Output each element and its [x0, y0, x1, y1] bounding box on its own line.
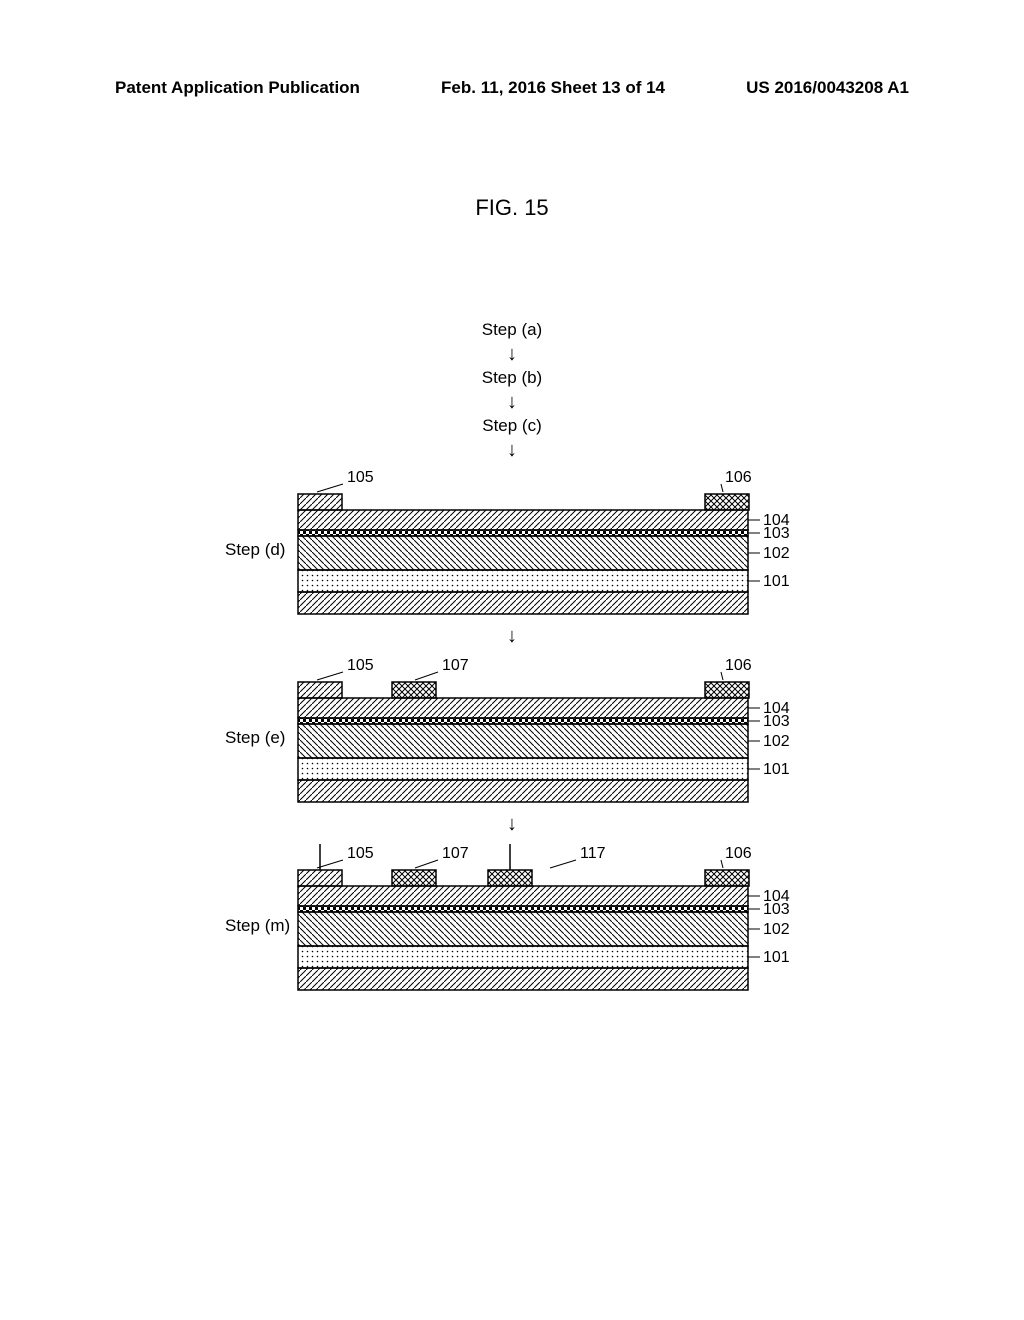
step-label: Step (e)	[225, 728, 285, 748]
stack-step: Step (m) 105107117106104103102101	[0, 844, 1024, 1020]
svg-text:103: 103	[763, 901, 790, 918]
step-text: Step (b)	[0, 368, 1024, 388]
layer-stack-diagram: 105106104103102101	[0, 468, 1024, 644]
figure-title: FIG. 15	[0, 195, 1024, 221]
svg-text:107: 107	[442, 845, 469, 862]
svg-text:105: 105	[347, 845, 374, 862]
step-text: Step (a)	[0, 320, 1024, 340]
svg-text:105: 105	[347, 657, 374, 674]
diagram-area: Step (a) ↓ Step (b) ↓ Step (c) ↓ Step (d) 105…	[0, 320, 1024, 1020]
down-arrow-icon: ↓	[0, 440, 1024, 460]
svg-text:101: 101	[763, 761, 790, 778]
patent-header: Patent Application Publication Feb. 11, …	[0, 78, 1024, 98]
svg-text:106: 106	[725, 657, 752, 674]
header-left: Patent Application Publication	[115, 78, 360, 98]
svg-text:102: 102	[763, 733, 790, 750]
svg-text:103: 103	[763, 713, 790, 730]
svg-text:106: 106	[725, 845, 752, 862]
svg-text:102: 102	[763, 921, 790, 938]
svg-text:107: 107	[442, 657, 469, 674]
svg-text:102: 102	[763, 545, 790, 562]
step-text: Step (c)	[0, 416, 1024, 436]
svg-text:101: 101	[763, 949, 790, 966]
down-arrow-icon: ↓	[0, 344, 1024, 364]
svg-text:105: 105	[347, 469, 374, 486]
stack-step: Step (d) 105106104103102101	[0, 468, 1024, 644]
svg-text:106: 106	[725, 469, 752, 486]
svg-text:101: 101	[763, 573, 790, 590]
step-label: Step (d)	[225, 540, 285, 560]
svg-text:117: 117	[580, 845, 606, 862]
layer-stack-diagram: 105107106104103102101	[0, 656, 1024, 832]
stack-step: Step (e) 105107106104103102101	[0, 656, 1024, 832]
svg-text:103: 103	[763, 525, 790, 542]
header-center: Feb. 11, 2016 Sheet 13 of 14	[441, 78, 665, 98]
header-right: US 2016/0043208 A1	[746, 78, 909, 98]
down-arrow-icon: ↓	[0, 392, 1024, 412]
step-label: Step (m)	[225, 916, 290, 936]
layer-stack-diagram: 105107117106104103102101	[0, 844, 1024, 1020]
